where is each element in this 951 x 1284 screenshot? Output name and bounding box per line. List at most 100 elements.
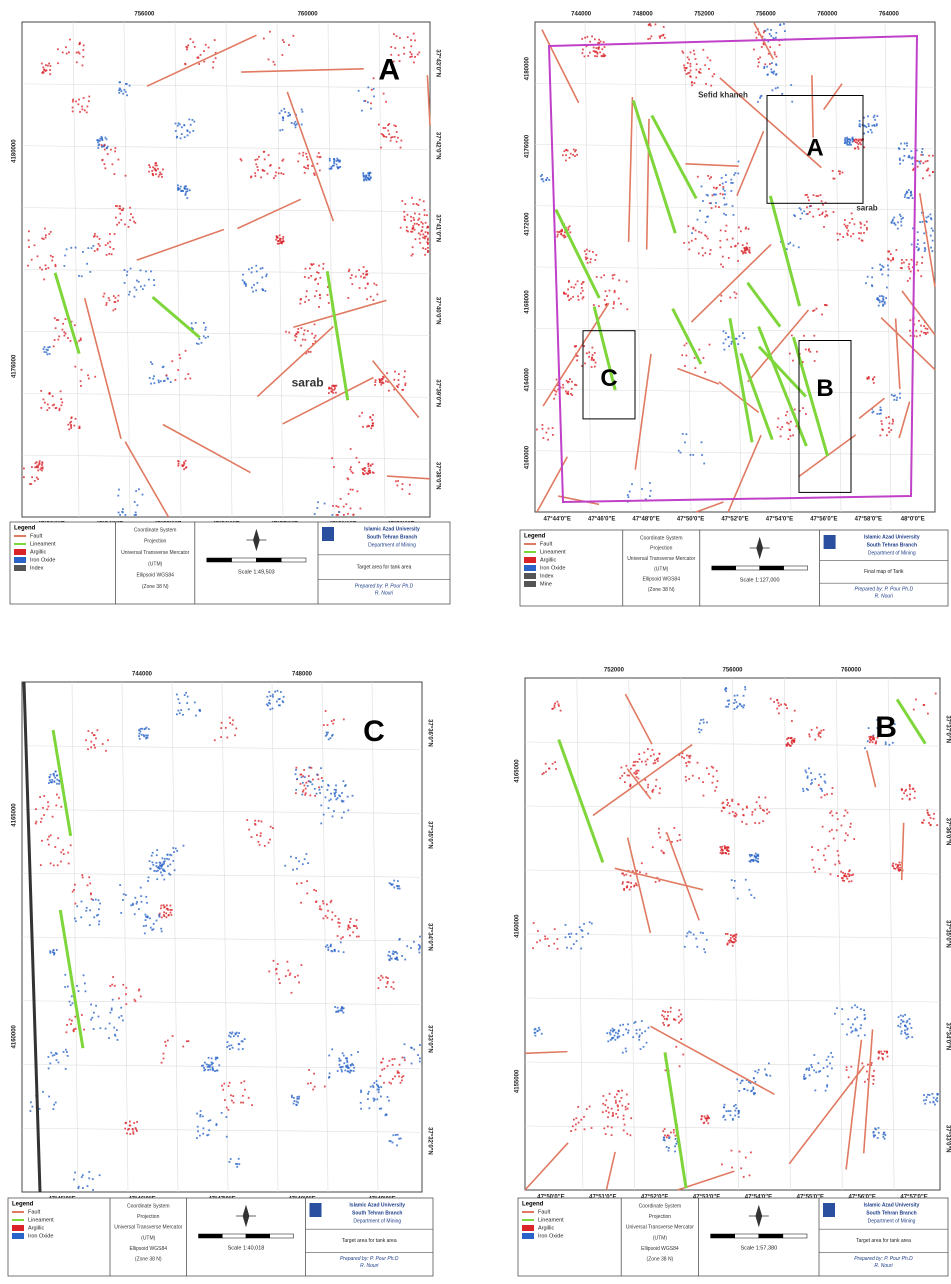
alteration-pixel (378, 977, 380, 979)
alteration-pixel (575, 345, 577, 347)
alteration-pixel (79, 42, 81, 44)
alteration-pixel (688, 59, 690, 61)
alteration-pixel (54, 317, 56, 319)
alteration-pixel (650, 490, 652, 492)
alteration-pixel (641, 488, 643, 490)
alteration-pixel (733, 815, 735, 817)
alteration-pixel (393, 887, 395, 889)
alteration-pixel (572, 296, 574, 298)
alteration-pixel (53, 865, 55, 867)
alteration-pixel (53, 954, 55, 956)
alteration-pixel (163, 911, 165, 913)
alteration-pixel (120, 912, 122, 914)
alteration-pixel (897, 1025, 899, 1027)
alteration-pixel (379, 1075, 381, 1077)
alteration-pixel (240, 1102, 242, 1104)
alteration-pixel (558, 231, 560, 233)
alteration-pixel (712, 776, 714, 778)
alteration-pixel (659, 792, 661, 794)
alteration-pixel (208, 1129, 210, 1131)
alteration-pixel (117, 495, 119, 497)
alteration-pixel (156, 862, 158, 864)
alteration-pixel (587, 933, 589, 935)
alteration-pixel (79, 111, 81, 113)
alteration-pixel (611, 1127, 613, 1129)
alteration-pixel (34, 466, 36, 468)
alteration-pixel (908, 1036, 910, 1038)
alteration-pixel (283, 173, 285, 175)
alteration-pixel (187, 373, 189, 375)
alteration-pixel (346, 1058, 348, 1060)
alteration-pixel (842, 236, 844, 238)
alteration-pixel (790, 435, 792, 437)
alteration-pixel (839, 171, 841, 173)
alteration-pixel (848, 1076, 850, 1078)
alteration-pixel (126, 274, 128, 276)
alteration-pixel (873, 382, 875, 384)
coordinate-label: 37°36'0"N (426, 719, 432, 747)
alteration-pixel (928, 822, 930, 824)
alteration-pixel (555, 768, 557, 770)
alteration-pixel (244, 1089, 246, 1091)
alteration-pixel (243, 1080, 245, 1082)
alteration-pixel (260, 177, 262, 179)
alteration-pixel (807, 776, 809, 778)
alteration-pixel (745, 879, 747, 881)
alteration-pixel (921, 822, 923, 824)
alteration-pixel (413, 1049, 415, 1051)
alteration-pixel (398, 384, 400, 386)
alteration-pixel (339, 922, 341, 924)
alteration-pixel (329, 1076, 331, 1078)
alteration-pixel (750, 861, 752, 863)
alteration-pixel (712, 76, 714, 78)
alteration-pixel (584, 250, 586, 252)
alteration-pixel (153, 870, 155, 872)
alteration-pixel (56, 319, 58, 321)
alteration-pixel (330, 799, 332, 801)
alteration-pixel (927, 713, 929, 715)
alteration-pixel (281, 110, 283, 112)
alteration-pixel (635, 883, 637, 885)
alteration-pixel (368, 468, 370, 470)
alteration-pixel (816, 308, 818, 310)
alteration-pixel (307, 862, 309, 864)
alteration-pixel (556, 236, 558, 238)
alteration-pixel (337, 1011, 339, 1013)
alteration-pixel (334, 793, 336, 795)
alteration-pixel (280, 172, 282, 174)
alteration-pixel (361, 412, 363, 414)
alteration-pixel (333, 466, 335, 468)
alteration-pixel (591, 923, 593, 925)
alteration-pixel (283, 696, 285, 698)
target-text: Target area for tank area (856, 1238, 911, 1244)
scale-text: Scale 1:57,380 (740, 1245, 777, 1251)
alteration-pixel (232, 1095, 234, 1097)
alteration-pixel (360, 1090, 362, 1092)
alteration-pixel (711, 207, 713, 209)
alteration-pixel (696, 63, 698, 65)
alteration-pixel (380, 384, 382, 386)
alteration-pixel (98, 920, 100, 922)
alteration-pixel (378, 987, 380, 989)
alteration-pixel (774, 54, 776, 56)
alteration-pixel (314, 1086, 316, 1088)
alteration-pixel (70, 427, 72, 429)
alteration-pixel (904, 194, 906, 196)
alteration-pixel (302, 863, 304, 865)
scale-bar-segment (759, 1234, 783, 1238)
alteration-pixel (347, 1061, 349, 1063)
alteration-pixel (75, 247, 77, 249)
alteration-pixel (683, 757, 685, 759)
alteration-pixel (413, 217, 415, 219)
alteration-pixel (922, 154, 924, 156)
alteration-pixel (302, 111, 304, 113)
alteration-pixel (625, 1109, 627, 1111)
alteration-pixel (90, 1004, 92, 1006)
page: {"panels":[ {"label":"A","top_ticks":["7… (0, 0, 951, 1279)
alteration-pixel (418, 204, 420, 206)
alteration-pixel (813, 194, 815, 196)
alteration-pixel (921, 256, 923, 258)
alteration-pixel (740, 1167, 742, 1169)
alteration-pixel (374, 1082, 376, 1084)
alteration-pixel (200, 1114, 202, 1116)
